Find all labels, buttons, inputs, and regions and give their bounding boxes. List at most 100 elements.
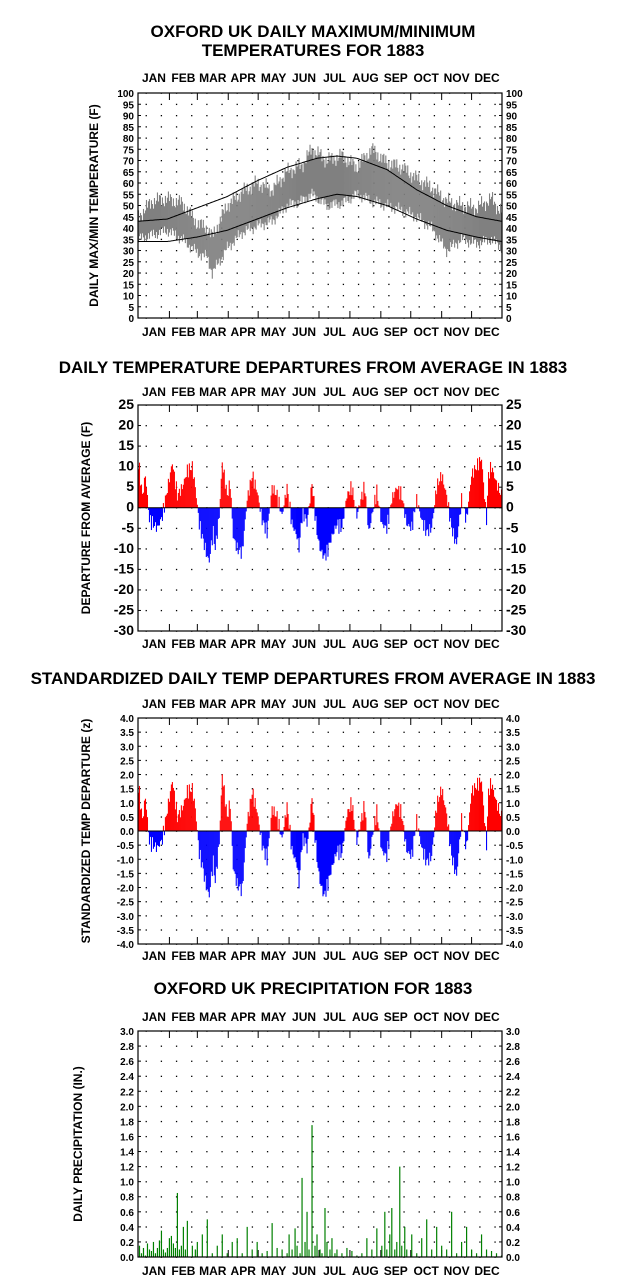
grid-dot	[494, 788, 496, 790]
grid-dot	[206, 901, 208, 903]
grid-dot	[206, 295, 208, 297]
grid-dot	[312, 205, 314, 207]
grid-dot	[282, 160, 284, 162]
grid-dot	[191, 844, 193, 846]
grid-dot	[236, 1181, 238, 1183]
grid-dot	[448, 182, 451, 184]
grid-dot	[282, 915, 284, 917]
grid-dot	[297, 306, 299, 308]
grid-dot	[221, 1105, 223, 1108]
grid-dot	[433, 745, 436, 748]
grid-dot	[403, 148, 405, 151]
grid-dot	[418, 160, 420, 162]
grid-dot	[357, 306, 360, 308]
grid-dot	[282, 589, 284, 591]
grid-dot	[297, 126, 299, 128]
y-tick-label-left: -2.0	[117, 884, 135, 895]
grid-dot	[206, 103, 208, 106]
grid-dot	[236, 1105, 238, 1108]
grid-dot	[327, 238, 329, 241]
y-tick-label-right: 20	[506, 417, 522, 433]
month-label-top: APR	[231, 71, 257, 85]
grid-dot	[464, 1181, 466, 1183]
grid-dot	[479, 1075, 481, 1077]
grid-dot	[373, 137, 375, 139]
grid-dot	[206, 1120, 208, 1123]
grid-dot	[221, 915, 223, 917]
grid-dot	[312, 858, 314, 861]
grid-dot	[251, 929, 254, 931]
grid-dot	[191, 1120, 193, 1123]
grid-dot	[494, 731, 496, 733]
grid-dot	[206, 182, 208, 184]
grid-dot	[312, 283, 314, 286]
y-tick-label-left: 0.2	[120, 1238, 134, 1249]
grid-dot	[312, 1211, 314, 1213]
grid-dot	[206, 115, 208, 117]
grid-dot	[175, 193, 178, 196]
grid-dot	[494, 548, 496, 550]
grid-dot	[236, 759, 238, 762]
y-tick-label-left: -3.0	[117, 912, 135, 923]
grid-dot	[266, 745, 269, 748]
y-tick-label-right: -25	[506, 601, 526, 617]
grid-dot	[191, 568, 193, 571]
grid-dot	[448, 774, 451, 776]
grid-dot	[479, 1120, 481, 1123]
grid-dot	[357, 1226, 360, 1228]
grid-dot	[327, 788, 329, 790]
grid-dot	[403, 1090, 405, 1093]
grid-dot	[327, 306, 329, 308]
grid-dot	[448, 261, 451, 263]
grid-dot	[251, 609, 254, 612]
month-label-bottom: APR	[231, 1264, 257, 1278]
grid-dot	[266, 609, 269, 612]
y-tick-label-left: 35	[123, 235, 135, 246]
grid-dot	[297, 788, 299, 790]
grid-dot	[175, 548, 178, 550]
grid-dot	[433, 1196, 436, 1198]
y-tick-label-left: 65	[123, 168, 135, 179]
month-label-bottom: OCT	[414, 949, 440, 963]
grid-dot	[479, 250, 481, 252]
grid-dot	[175, 887, 178, 889]
grid-dot	[403, 1045, 405, 1047]
grid-dot	[494, 1090, 496, 1093]
grid-dot	[373, 774, 375, 776]
grid-dot	[433, 1181, 436, 1183]
grid-dot	[191, 1135, 193, 1138]
grid-dot	[342, 283, 345, 286]
y-tick-label-left: 2.0	[120, 771, 134, 782]
grid-dot	[191, 872, 193, 875]
grid-dot	[236, 1060, 238, 1062]
grid-dot	[357, 1105, 360, 1108]
grid-dot	[145, 283, 147, 286]
grid-dot	[418, 1166, 420, 1168]
grid-dot	[266, 1196, 269, 1198]
grid-dot	[297, 1060, 299, 1062]
month-label-bottom: MAY	[261, 325, 287, 339]
grid-dot	[175, 272, 178, 274]
grid-dot	[494, 887, 496, 889]
y-tick-label-right: 70	[506, 157, 518, 168]
month-label-top: SEP	[384, 71, 408, 85]
grid-dot	[342, 1226, 345, 1228]
grid-dot	[297, 802, 299, 804]
grid-dot	[266, 887, 269, 889]
y-tick-label-left: 1.4	[120, 1148, 134, 1159]
grid-dot	[448, 1045, 451, 1047]
grid-dot	[494, 283, 496, 286]
grid-dot	[191, 425, 193, 427]
grid-dot	[464, 250, 466, 252]
grid-dot	[479, 306, 481, 308]
month-label-top: JUL	[323, 697, 346, 711]
grid-dot	[357, 1196, 360, 1198]
grid-dot	[388, 283, 390, 286]
grid-dot	[175, 250, 178, 252]
grid-dot	[312, 250, 314, 252]
month-label-bottom: NOV	[444, 637, 470, 651]
grid-dot	[236, 261, 238, 263]
month-label-bottom: JAN	[142, 637, 166, 651]
month-label-bottom: OCT	[414, 1264, 440, 1278]
grid-dot	[206, 1135, 208, 1138]
